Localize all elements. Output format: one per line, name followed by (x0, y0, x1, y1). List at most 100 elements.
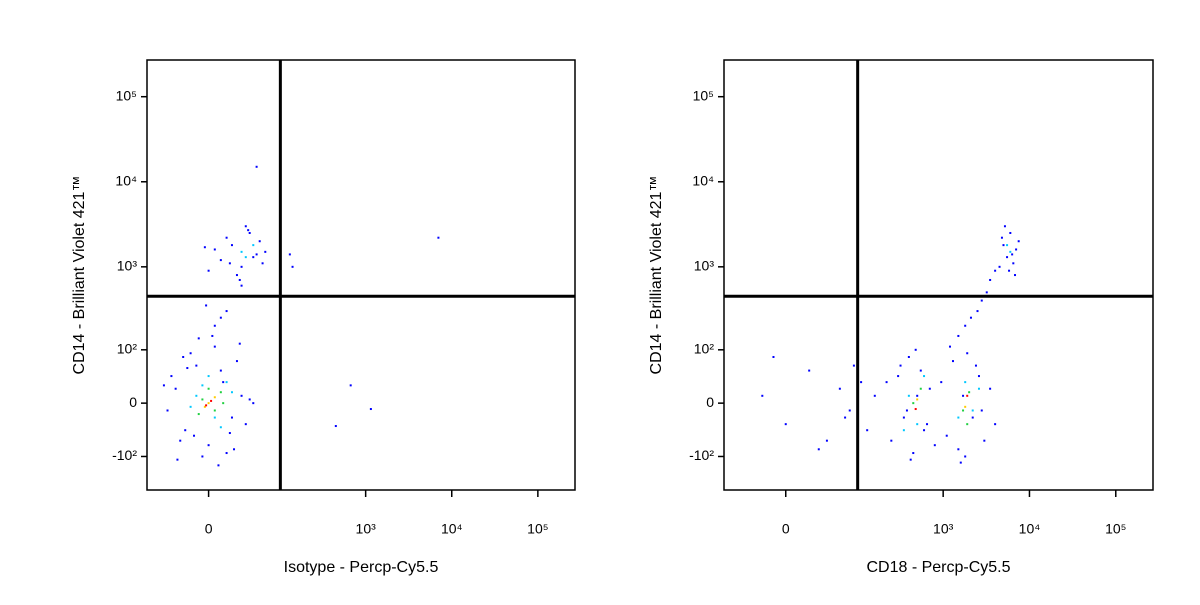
y-tick-label: 10³ (117, 258, 138, 274)
data-point (980, 409, 983, 412)
data-point (1006, 244, 1009, 247)
data-point (186, 367, 189, 370)
data-point (971, 409, 974, 412)
data-point (885, 381, 888, 384)
data-point (928, 387, 931, 390)
data-point (207, 444, 210, 447)
data-point (203, 246, 206, 249)
data-point (914, 348, 917, 351)
y-tick-label: 10² (117, 341, 138, 357)
data-point (205, 404, 208, 407)
data-point (966, 352, 969, 355)
data-point (437, 236, 440, 239)
data-point (977, 375, 980, 378)
y-tick-label: 10² (694, 341, 715, 357)
data-point (207, 402, 210, 405)
data-point (998, 265, 1001, 268)
data-point (852, 364, 855, 367)
y-tick-label: 10³ (694, 258, 715, 274)
y-axis-title: CD14 - Brilliant Violet 421™ (71, 176, 88, 375)
data-point (1012, 262, 1015, 265)
data-point (219, 316, 222, 319)
y-tick-label: 10⁵ (116, 87, 137, 103)
data-point (179, 439, 182, 442)
data-point (213, 324, 216, 327)
data-point (957, 334, 960, 337)
data-point (994, 269, 997, 272)
data-point (201, 384, 204, 387)
data-point (916, 394, 919, 397)
data-point (916, 398, 919, 401)
data-point (248, 231, 251, 234)
data-point (784, 423, 787, 426)
data-point (951, 360, 954, 363)
data-point (962, 394, 965, 397)
data-point (912, 402, 915, 405)
data-point (1014, 274, 1017, 277)
data-point (989, 278, 992, 281)
data-point (288, 253, 291, 256)
data-point (240, 265, 243, 268)
data-point (1003, 225, 1006, 228)
y-tick-label: 10⁴ (115, 172, 137, 188)
data-point (238, 342, 241, 345)
data-point (203, 405, 206, 408)
data-point (962, 409, 965, 412)
y-tick-label: -10² (112, 447, 137, 463)
data-point (228, 262, 231, 265)
data-point (217, 464, 220, 467)
data-point (817, 448, 820, 451)
data-point (966, 394, 969, 397)
data-point (207, 269, 210, 272)
data-point (976, 310, 979, 313)
x-tick-label: 10⁴ (441, 521, 463, 537)
y-tick-label: 0 (129, 394, 137, 410)
data-point (959, 461, 962, 464)
data-point (1011, 253, 1014, 256)
data-point (240, 284, 243, 287)
data-point (222, 381, 225, 384)
data-point (873, 394, 876, 397)
data-point (974, 364, 977, 367)
data-point (222, 402, 225, 405)
data-point (189, 352, 192, 355)
x-tick-label: 10⁵ (1105, 521, 1126, 537)
data-point (240, 394, 243, 397)
data-point (213, 396, 216, 399)
data-point (1009, 231, 1012, 234)
data-point (244, 225, 247, 228)
data-point (980, 299, 983, 302)
data-point (977, 387, 980, 390)
data-point (184, 429, 187, 432)
data-point (201, 455, 204, 458)
data-point (848, 409, 851, 412)
data-point (228, 432, 231, 435)
y-tick-label: 0 (706, 394, 714, 410)
y-axis-title: CD14 - Brilliant Violet 421™ (648, 176, 665, 375)
data-point (825, 439, 828, 442)
data-point (211, 334, 214, 337)
data-point (844, 416, 847, 419)
data-point (890, 439, 893, 442)
data-point (291, 265, 294, 268)
data-point (247, 229, 250, 232)
data-point (252, 244, 255, 247)
data-point (219, 391, 222, 394)
data-point (255, 165, 258, 168)
data-point (1002, 244, 1005, 247)
data-point (197, 413, 200, 416)
data-point (902, 429, 905, 432)
data-point (201, 398, 204, 401)
data-point (964, 381, 967, 384)
data-point (933, 444, 936, 447)
data-point (994, 423, 997, 426)
data-point (919, 369, 922, 372)
y-tick-label: 10⁵ (693, 87, 714, 103)
data-point (914, 408, 917, 411)
x-tick-label: 10⁴ (1019, 521, 1041, 537)
data-point (912, 452, 915, 455)
data-point (176, 458, 179, 461)
data-point (964, 405, 967, 408)
data-point (968, 391, 971, 394)
data-point (1006, 256, 1009, 259)
